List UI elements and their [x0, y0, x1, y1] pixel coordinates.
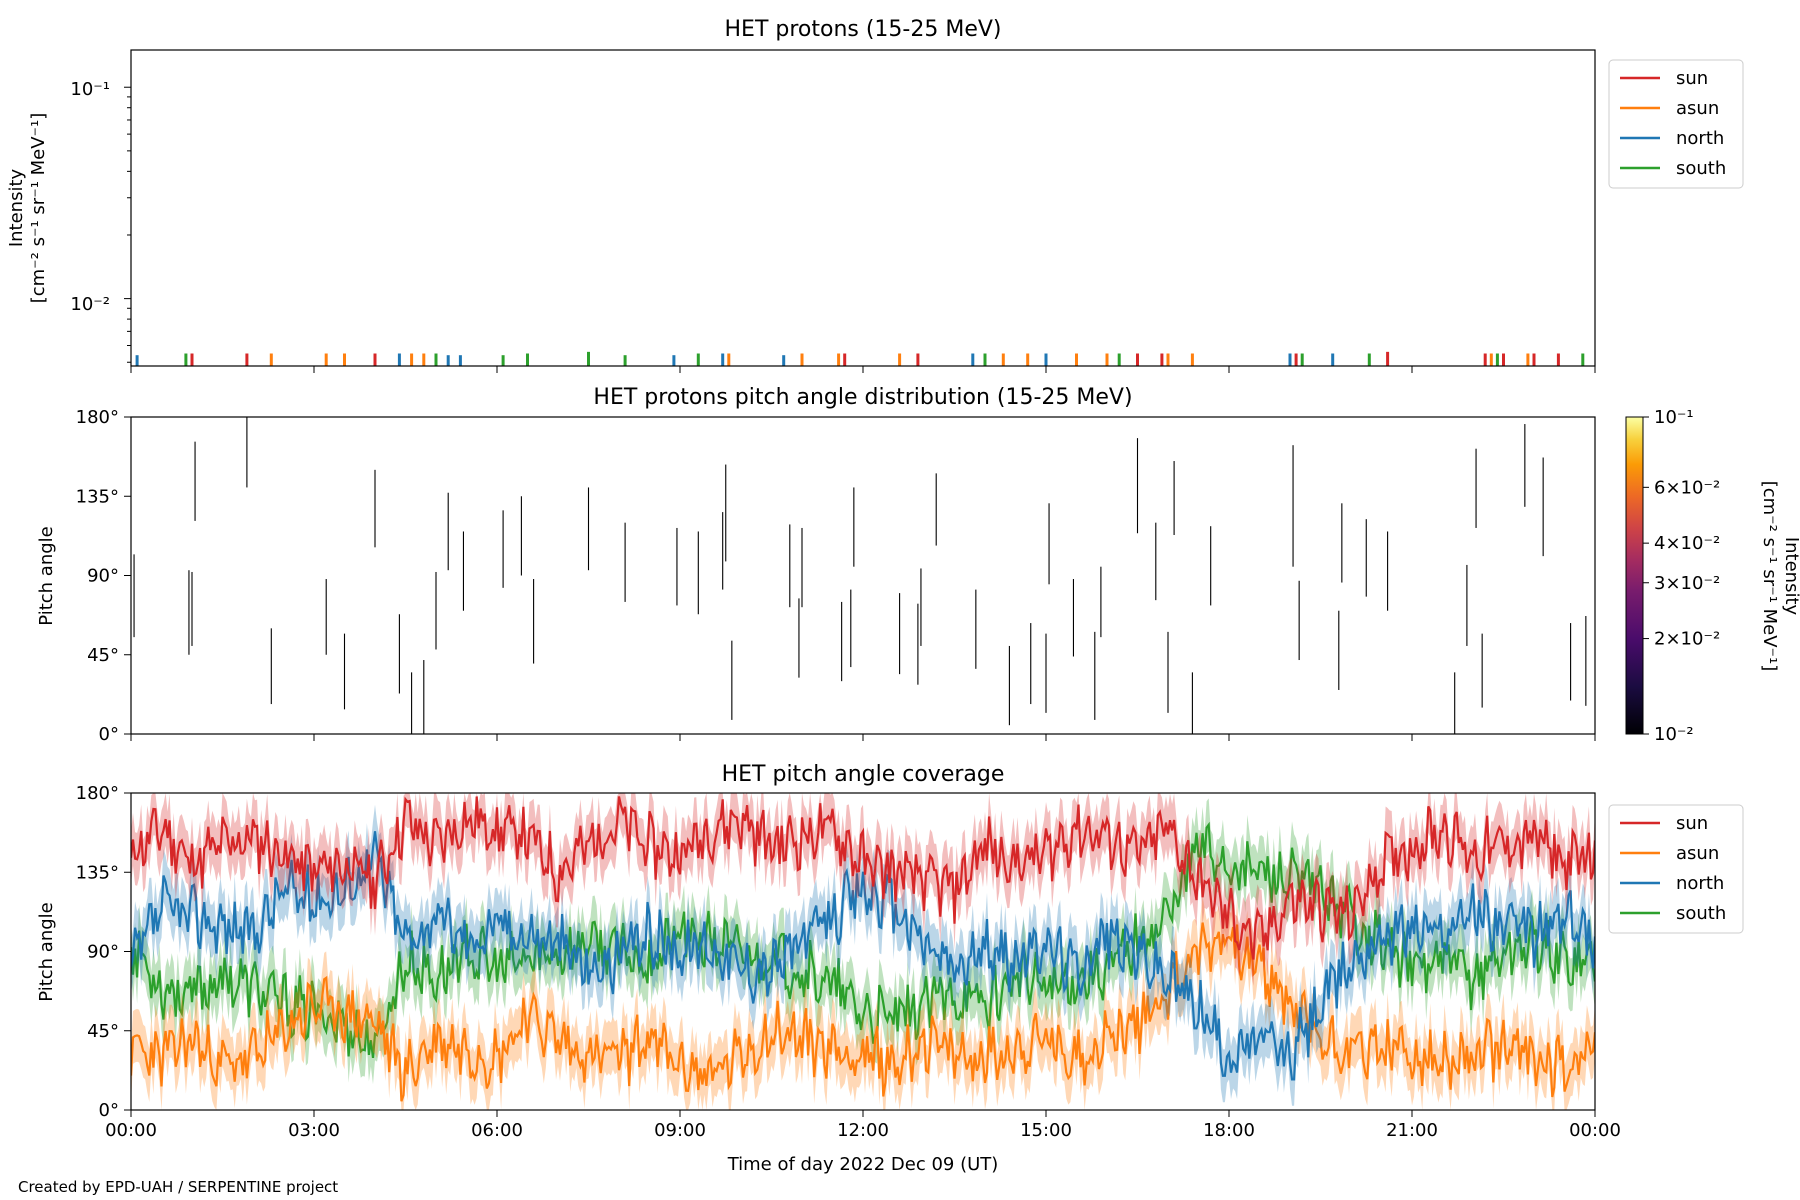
colorbar-tick-label: 3×10⁻² — [1654, 573, 1720, 594]
panel3-ytick-label: 45° — [87, 1021, 119, 1042]
panel3-title: HET pitch angle coverage — [722, 762, 1005, 787]
legend-label-asun: asun — [1676, 843, 1719, 864]
panel1-marks — [135, 351, 1585, 366]
panel3-ytick-label: 180° — [76, 783, 119, 804]
xtick-label: 09:00 — [654, 1120, 706, 1141]
xtick-label: 00:00 — [1569, 1120, 1621, 1141]
panel2-frame — [130, 416, 1596, 735]
colorbar-label: Intensity [cm⁻² s⁻¹ sr⁻¹ MeV⁻¹] — [1759, 481, 1800, 672]
x-axis: 00:00 03:00 06:00 09:00 12:00 15:00 18:00 21:00… — [105, 366, 1621, 1141]
legend-label-sun: sun — [1676, 68, 1708, 89]
legend-label-sun: sun — [1676, 813, 1708, 834]
xtick-label: 06:00 — [471, 1120, 523, 1141]
legend-box — [1608, 804, 1744, 934]
colorbar-tick-label: 10⁻² — [1654, 724, 1694, 745]
panel-pitch-coverage: HET pitch angle coverage 180° 135° 90° 45° 0… — [36, 762, 1744, 1121]
coverage-band-north — [131, 804, 1595, 1106]
panel1-y-axis: 10⁻¹ 10⁻² — [70, 79, 131, 363]
panel3-y-axis: 180° 135° 90° 45° 0° — [76, 783, 131, 1121]
xtick-label: 00:00 — [105, 1120, 157, 1141]
panel2-y-axis: 180° 135° 90° 45° 0° — [76, 407, 131, 745]
colorbar-gradient — [1625, 416, 1644, 735]
colorbar-tick-label: 4×10⁻² — [1654, 533, 1720, 554]
legend-label-north: north — [1676, 873, 1724, 894]
coverage-line-sun — [131, 796, 1595, 960]
colorbar-ticks: 10⁻¹ 6×10⁻² 4×10⁻² 3×10⁻² 2×10⁻² 10⁻² — [1643, 407, 1720, 745]
xtick-label: 03:00 — [288, 1120, 340, 1141]
panel3-ytick-label: 0° — [99, 1100, 119, 1121]
panel2-ytick-label: 180° — [76, 407, 119, 428]
xtick-label: 21:00 — [1386, 1120, 1438, 1141]
panel2-ytick-label: 135° — [76, 486, 119, 507]
panel3-ylabel: Pitch angle — [36, 902, 57, 1001]
panel1-title: HET protons (15-25 MeV) — [725, 17, 1002, 42]
colorbar-label-unit: [cm⁻² s⁻¹ sr⁻¹ MeV⁻¹] — [1759, 481, 1780, 672]
coverage-line-south — [131, 821, 1595, 1059]
legend-label-south: south — [1676, 903, 1726, 924]
panel1-ylabel-unit: [cm⁻² s⁻¹ sr⁻¹ MeV⁻¹] — [28, 113, 49, 304]
panel3-ytick-label: 90° — [87, 942, 119, 963]
legend-box — [1608, 59, 1744, 189]
colorbar-label-text: Intensity — [1781, 537, 1800, 616]
legend-label-north: north — [1676, 128, 1724, 149]
panel3-ytick-label: 135° — [76, 862, 119, 883]
panel1-ytick-label: 10⁻² — [70, 294, 110, 315]
panel1-ylabel: Intensity [cm⁻² s⁻¹ sr⁻¹ MeV⁻¹] — [6, 113, 49, 304]
xtick-label: 18:00 — [1203, 1120, 1255, 1141]
coverage-band-asun — [131, 896, 1595, 1110]
panel2-title: HET protons pitch angle distribution (15… — [593, 385, 1132, 410]
panel1-ylabel-text: Intensity — [6, 168, 27, 247]
panel2-ytick-label: 0° — [99, 724, 119, 745]
xtick-label: 12:00 — [837, 1120, 889, 1141]
colorbar: 10⁻¹ 6×10⁻² 4×10⁻² 3×10⁻² 2×10⁻² 10⁻² Intensi… — [1625, 407, 1800, 745]
panel2-ylabel: Pitch angle — [36, 526, 57, 625]
x-axis-label: Time of day 2022 Dec 09 (UT) — [727, 1154, 999, 1175]
coverage-band-south — [131, 798, 1595, 1085]
panel-pitch-distribution: HET protons pitch angle distribution (15… — [36, 385, 1800, 745]
panel2-ytick-label: 90° — [87, 566, 119, 587]
legend-panel1: sun asun north south — [1608, 59, 1744, 189]
credit-text: Created by EPD-UAH / SERPENTINE project — [18, 1178, 338, 1196]
legend-panel3: sun asun north south — [1608, 804, 1744, 934]
panel3-marks — [131, 793, 1595, 1110]
xtick-label: 15:00 — [1020, 1120, 1072, 1141]
coverage-line-north — [131, 831, 1595, 1081]
legend-label-asun: asun — [1676, 98, 1719, 119]
coverage-line-asun — [131, 922, 1595, 1102]
panel1-ytick-label: 10⁻¹ — [70, 79, 110, 100]
colorbar-tick-label: 6×10⁻² — [1654, 477, 1720, 498]
panel2-marks — [133, 417, 1587, 734]
colorbar-tick-label: 10⁻¹ — [1654, 407, 1694, 428]
colorbar-tick-label: 2×10⁻² — [1654, 629, 1720, 650]
legend-label-south: south — [1676, 158, 1726, 179]
panel1-frame — [130, 49, 1596, 367]
panel2-ytick-label: 45° — [87, 645, 119, 666]
panel-intensity: HET protons (15-25 MeV) 10⁻¹ 10⁻² Intens… — [6, 17, 1744, 367]
